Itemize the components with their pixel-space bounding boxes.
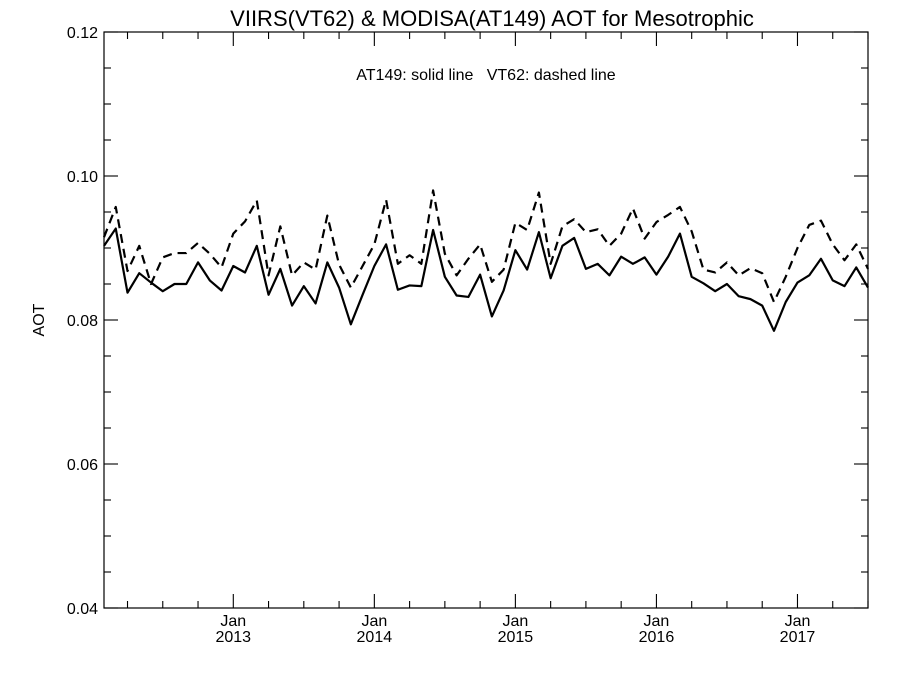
x-tick-label-year: 2015 <box>498 629 534 646</box>
series-line-at149 <box>103 227 869 332</box>
plot-frame <box>103 31 869 609</box>
y-axis-label: AOT <box>31 303 48 336</box>
x-tick-label-year: 2017 <box>780 629 816 646</box>
x-tick-label-year: 2014 <box>357 629 393 646</box>
x-tick-label-month: Jan <box>785 613 811 630</box>
y-tick-label: 0.08 <box>67 313 98 330</box>
x-tick-label-month: Jan <box>644 613 670 630</box>
y-tick-label: 0.04 <box>67 601 98 618</box>
x-tick-label-year: 2013 <box>215 629 251 646</box>
series-line-vt62 <box>102 189 869 304</box>
series-lines <box>102 189 869 332</box>
y-tick-label: 0.12 <box>67 25 98 42</box>
x-tick-label-month: Jan <box>361 613 387 630</box>
chart-title: VIIRS(VT62) & MODISA(AT149) AOT for Meso… <box>230 6 754 31</box>
y-tick-label: 0.06 <box>67 457 98 474</box>
x-tick-label-month: Jan <box>220 613 246 630</box>
line-style-annotation: AT149: solid line VT62: dashed line <box>356 67 616 84</box>
axes-group: 0.040.060.080.100.12Jan2013Jan2014Jan201… <box>67 25 869 646</box>
x-tick-label-year: 2016 <box>639 629 675 646</box>
x-tick-label-month: Jan <box>502 613 528 630</box>
y-tick-label: 0.10 <box>67 169 98 186</box>
